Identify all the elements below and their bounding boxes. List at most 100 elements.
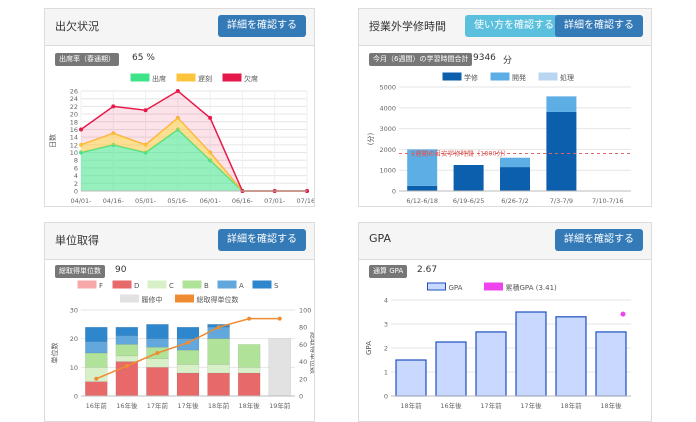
bar-segment	[453, 165, 484, 191]
data-point	[175, 115, 180, 120]
gpa-title: GPA	[369, 232, 391, 245]
legend-label: D	[134, 282, 139, 290]
legend-label: 遅刻	[198, 74, 212, 83]
y-tick-label: 1	[384, 369, 388, 377]
gpa-detail-button[interactable]: 詳細を確認する	[555, 229, 643, 251]
bar-segment	[207, 338, 230, 365]
y-tick-label: 4000	[379, 104, 396, 112]
y-tick-label: 0	[384, 393, 388, 401]
data-point	[143, 142, 148, 147]
bar-segment	[146, 338, 169, 348]
bar-segment	[146, 324, 169, 339]
series-area-2	[81, 91, 307, 191]
y-tick-label-right: 0	[299, 393, 303, 401]
gpa-panel: GPA 詳細を確認する 通算 GPA 2.67 GPA 累積GPA (3.41) 0…	[358, 222, 652, 422]
credits-title: 単位取得	[55, 234, 99, 247]
gpa-bar	[515, 311, 547, 397]
bar-segment	[115, 344, 139, 357]
attendance-rate-value: 65 %	[132, 53, 155, 63]
x-tick-label: 18年前	[560, 401, 582, 410]
legend-label: 履修中	[142, 295, 163, 304]
gpa-bar	[435, 341, 467, 397]
y-tick-label: 24	[70, 95, 78, 103]
legend-swatch	[175, 294, 194, 303]
gpa-chart: GPA 累積GPA (3.41) 0 1 2 3 4 GPA 18年前 16年後 17年前 17年後 1…	[365, 282, 631, 410]
y-tick-label: 2	[384, 345, 388, 353]
gpa-panel-header: GPA 詳細を確認する	[359, 223, 651, 260]
credits-total-badge: 総取得単位数	[55, 265, 105, 278]
gpa-bar	[475, 331, 507, 397]
x-tick-label: 05/16-	[167, 197, 189, 205]
bar-segment	[407, 149, 438, 186]
bar-segment	[115, 335, 139, 345]
y-tick-label-right: 40	[299, 358, 307, 366]
data-point	[208, 115, 213, 120]
legend-label: A	[239, 282, 244, 290]
study-total-value: 9346	[473, 53, 496, 63]
data-point	[208, 150, 213, 155]
x-tick-label: 17年後	[520, 401, 542, 410]
cumulative-point	[186, 340, 190, 345]
study-title: 授業外学修時間	[369, 20, 446, 33]
legend-swatch	[442, 72, 462, 81]
legend-swatch	[77, 280, 97, 289]
x-tick-label: 07/01-	[264, 197, 286, 205]
credits-panel: 単位取得 詳細を確認する 総取得単位数 90 F D C B A S 履修中 総取得単位数 0 1…	[44, 222, 315, 422]
cumulative-point	[216, 325, 221, 330]
cumulative-point	[247, 316, 252, 321]
gpa-bar	[555, 316, 587, 397]
x-tick-label: 18年後	[239, 401, 261, 410]
bar-segment	[546, 111, 577, 191]
x-tick-label: 06/16-	[232, 197, 254, 205]
y-tick-label: 4	[74, 172, 78, 180]
legend-swatch	[182, 280, 202, 289]
study-detail-button[interactable]: 詳細を確認する	[555, 15, 643, 37]
x-tick-label: 6/26-7/2	[501, 197, 528, 205]
bar-segment	[237, 344, 261, 368]
y-tick-label: 12	[70, 141, 78, 149]
x-tick-label: 17年前	[147, 401, 169, 410]
y-axis-label-right: 総取得単位数	[309, 332, 315, 374]
y-axis-label-left: 単位数	[50, 343, 59, 364]
bar-segment	[85, 326, 108, 342]
y-tick-label: 5000	[379, 84, 396, 92]
x-tick-label: 17年後	[177, 401, 199, 410]
legend-swatch	[538, 72, 558, 81]
cumulative-point	[277, 316, 282, 321]
gpa-total-badge: 通算 GPA	[369, 265, 408, 278]
data-point	[143, 108, 148, 113]
gpa-total-value: 2.67	[417, 265, 438, 275]
attendance-rate-badge: 出席率（春通期）	[55, 53, 119, 66]
y-tick-label-right: 20	[299, 375, 307, 383]
howto-button[interactable]: 使い方を確認する	[465, 15, 563, 37]
y-axis-label: 日数	[48, 134, 57, 148]
bar-segment	[85, 381, 108, 397]
cumulative-gpa-point	[620, 311, 626, 317]
x-tick-label: 18年前	[400, 401, 422, 410]
attendance-panel: 出欠状況 詳細を確認する 出席率（春通期） 65 % 出席 遅刻 欠席 0 2 4 6 8 10…	[44, 8, 315, 207]
bar-segment	[115, 355, 139, 362]
attendance-detail-button[interactable]: 詳細を確認する	[218, 15, 306, 37]
legend-label: 累積GPA (3.41)	[506, 283, 558, 292]
legend-label: 処理	[560, 73, 574, 82]
legend-label: 出席	[152, 74, 166, 83]
y-tick-label-left: 10	[70, 364, 78, 372]
legend-swatch	[490, 72, 510, 81]
credits-detail-button[interactable]: 詳細を確認する	[218, 229, 306, 251]
study-total-unit: 分	[503, 56, 513, 66]
y-tick-label-left: 30	[70, 307, 78, 315]
x-tick-label: 04/16-	[103, 197, 125, 205]
legend-swatch	[120, 294, 139, 303]
legend-label: B	[204, 282, 209, 290]
legend-swatch	[484, 282, 503, 291]
x-tick-label: 18年前	[208, 401, 230, 410]
y-tick-label: 16	[70, 126, 78, 134]
data-point	[79, 127, 83, 132]
bar-segment	[500, 167, 530, 191]
legend-label: 欠席	[244, 74, 258, 83]
data-point	[111, 104, 116, 109]
y-axis-label: GPA	[365, 341, 373, 355]
legend-swatch	[147, 280, 167, 289]
legend-label: 開発	[512, 73, 526, 82]
